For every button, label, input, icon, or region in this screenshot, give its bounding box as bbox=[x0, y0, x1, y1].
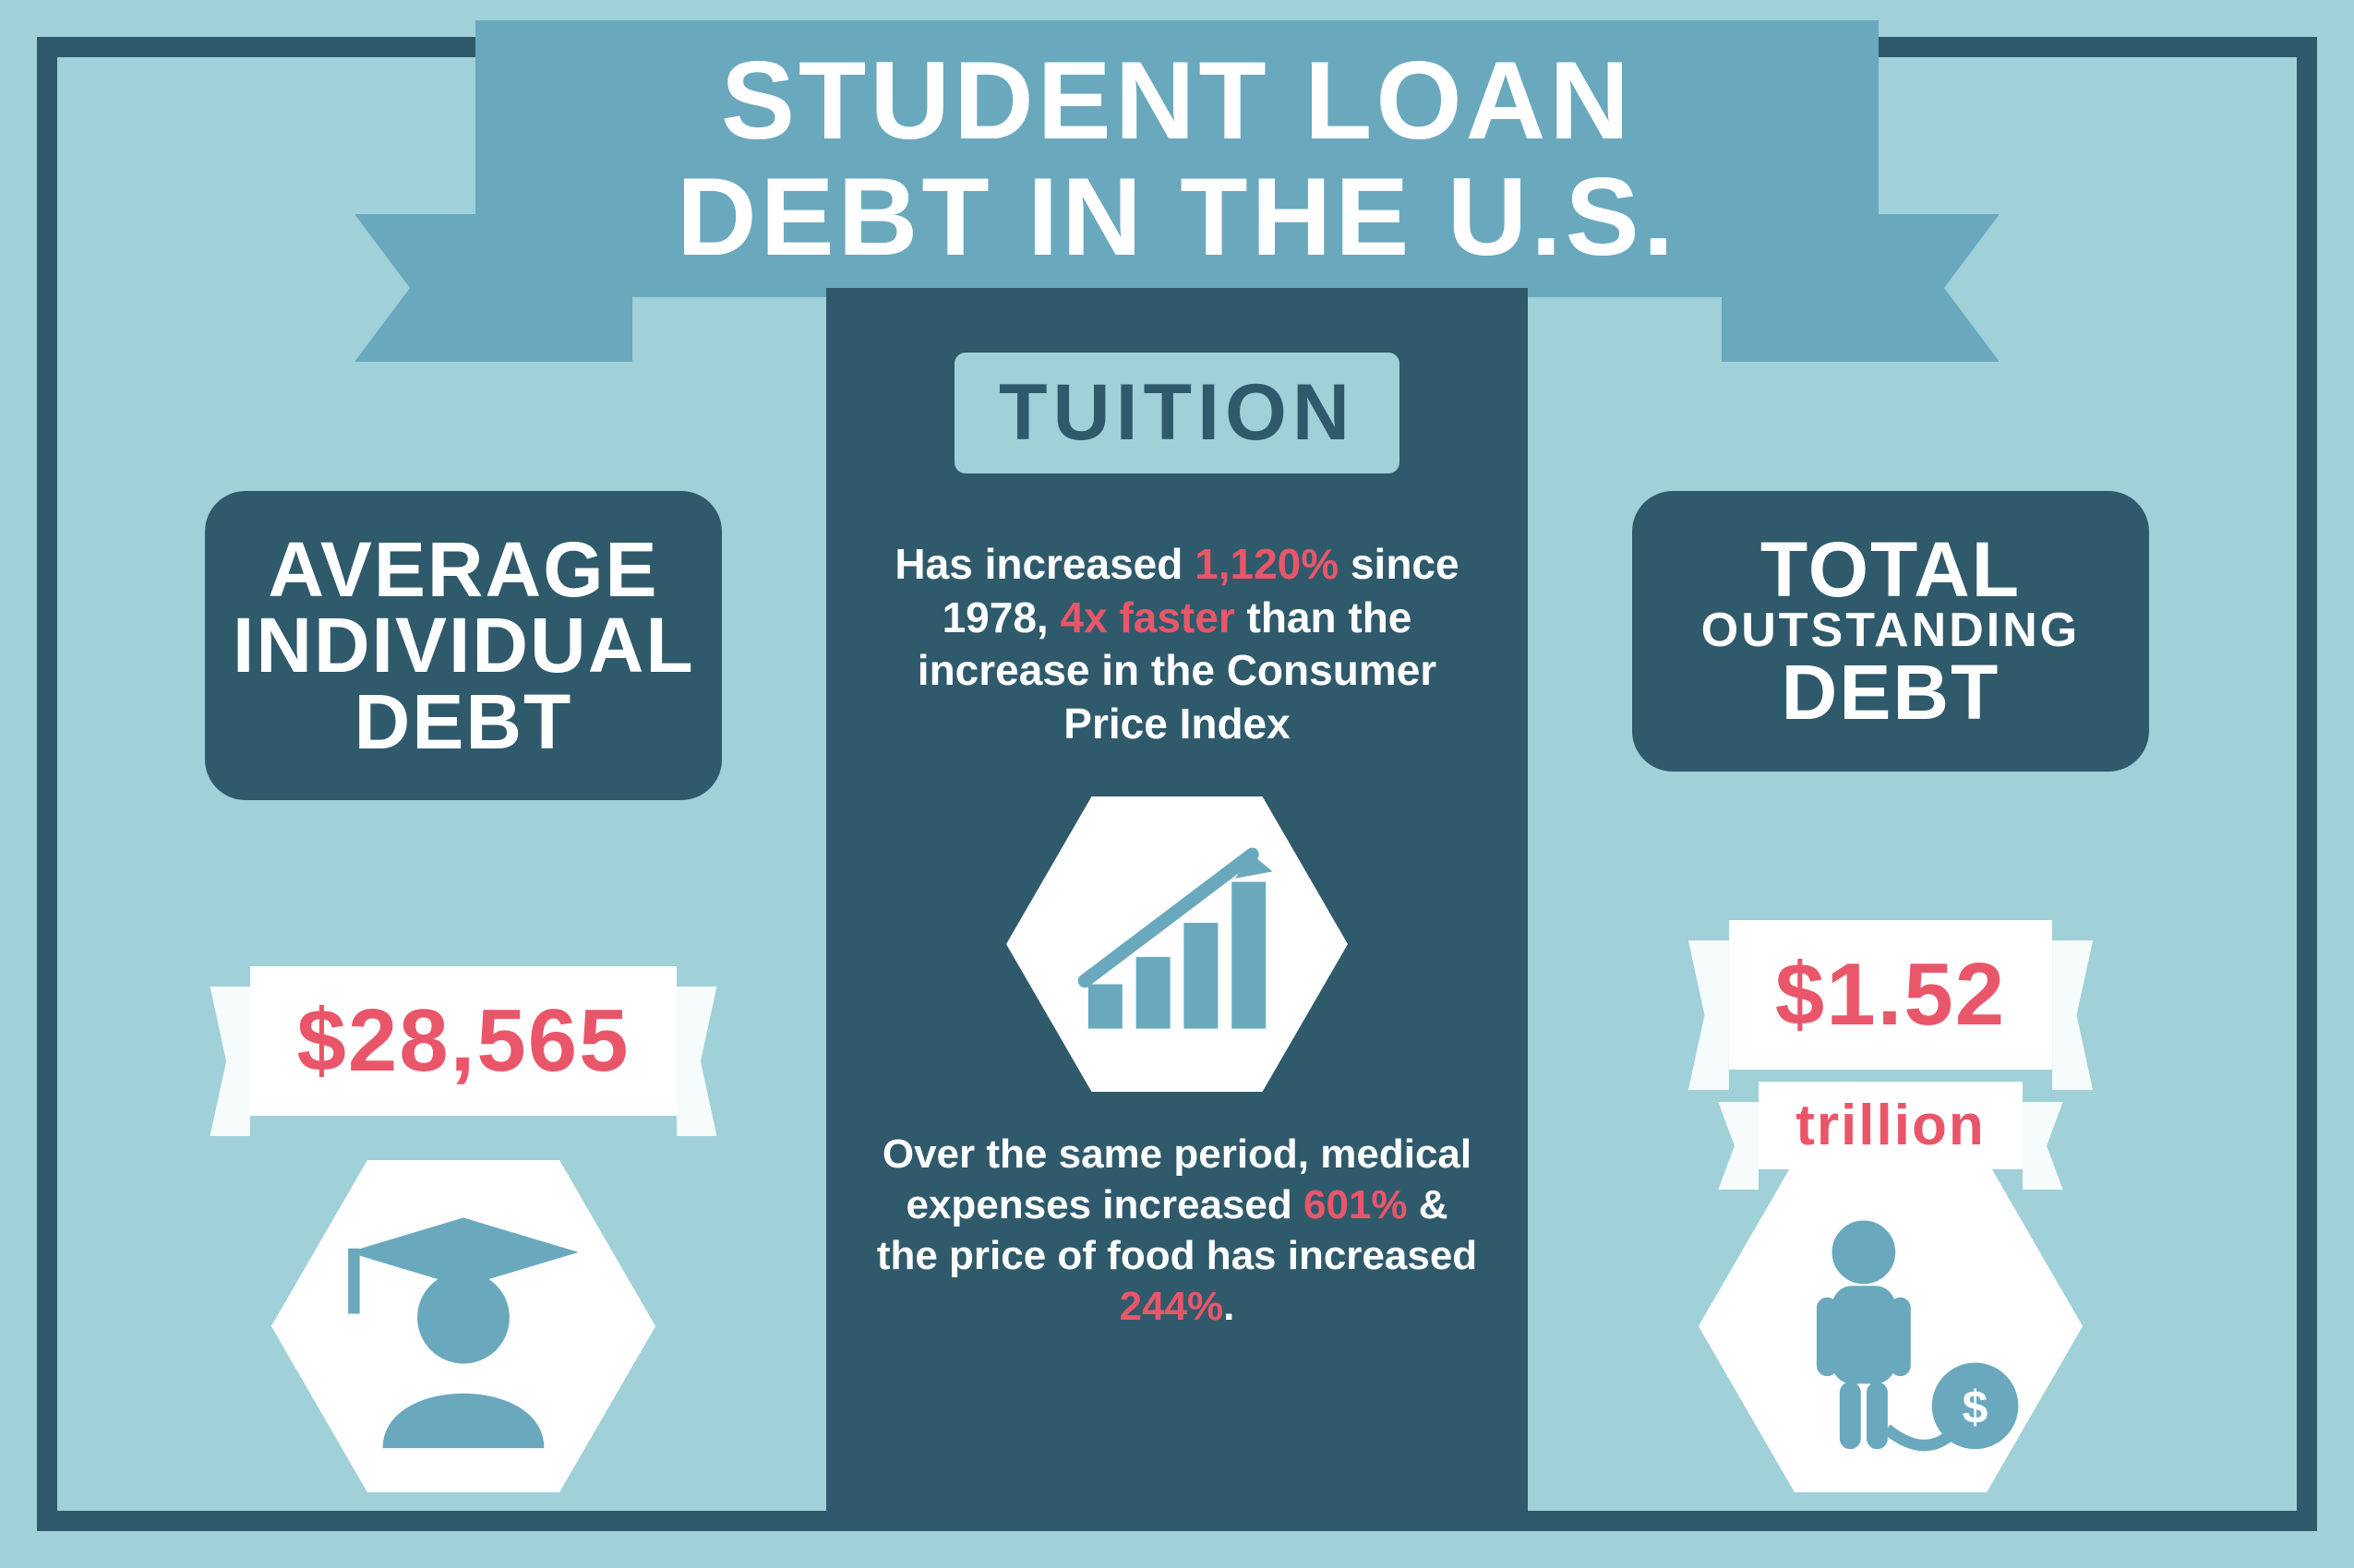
highlight-percent: 244% bbox=[1120, 1284, 1224, 1329]
avg-debt-value-ribbon: $28,565 bbox=[205, 966, 722, 1116]
growth-chart-icon bbox=[1006, 796, 1348, 1092]
graduate-icon bbox=[270, 1160, 657, 1492]
total-debt-title: TOTAL OUTSTANDING DEBT bbox=[1660, 532, 2121, 731]
tuition-paragraph-1: Has increased 1,120% since 1978, 4x fast… bbox=[872, 538, 1482, 750]
total-debt-value-ribbon: $1.52 bbox=[1632, 920, 2149, 1070]
avg-debt-title: AVERAGE INDIVIDUAL DEBT bbox=[233, 532, 694, 760]
highlight-percent: 601% bbox=[1303, 1182, 1408, 1227]
total-debt-value: $1.52 bbox=[1775, 945, 2006, 1044]
outer-frame: STUDENT LOAN DEBT IN THE U.S. TUITION Ha… bbox=[37, 37, 2317, 1531]
label-line: TOTAL bbox=[1760, 526, 2021, 613]
avg-debt-value: $28,565 bbox=[296, 991, 630, 1090]
ribbon-body: $1.52 bbox=[1729, 920, 2052, 1070]
total-outstanding-debt-box: TOTAL OUTSTANDING DEBT bbox=[1632, 491, 2149, 772]
tuition-badge: TUITION bbox=[955, 353, 1399, 473]
title-line-2: DEBT IN THE U.S. bbox=[677, 155, 1677, 279]
highlight-percent: 1,120% bbox=[1195, 540, 1339, 588]
label-line: AVERAGE bbox=[268, 526, 658, 613]
highlight-multiplier: 4x faster bbox=[1061, 593, 1235, 641]
ribbon-body: trillion bbox=[1759, 1082, 2022, 1169]
banner-main: STUDENT LOAN DEBT IN THE U.S. bbox=[475, 20, 1879, 297]
label-line: OUTSTANDING bbox=[1660, 607, 2121, 654]
page-title: STUDENT LOAN DEBT IN THE U.S. bbox=[677, 42, 1677, 275]
avg-individual-debt-box: AVERAGE INDIVIDUAL DEBT bbox=[205, 491, 722, 800]
label-line: DEBT bbox=[354, 678, 573, 765]
svg-text:$: $ bbox=[1963, 1382, 1988, 1433]
tuition-panel: TUITION Has increased 1,120% since 1978,… bbox=[826, 288, 1528, 1511]
label-line: DEBT bbox=[1782, 649, 2000, 736]
text: Has increased bbox=[895, 540, 1195, 588]
title-line-1: STUDENT LOAN bbox=[721, 39, 1633, 162]
label-line: INDIVIDUAL bbox=[233, 602, 695, 688]
total-debt-unit-ribbon: trillion bbox=[1706, 1082, 2075, 1169]
debt-person-icon: $ bbox=[1697, 1160, 2084, 1492]
ribbon-body: $28,565 bbox=[250, 966, 676, 1116]
total-debt-unit: trillion bbox=[1796, 1094, 1985, 1157]
text: . bbox=[1223, 1284, 1234, 1329]
tuition-paragraph-2: Over the same period, medical expenses i… bbox=[872, 1129, 1482, 1332]
